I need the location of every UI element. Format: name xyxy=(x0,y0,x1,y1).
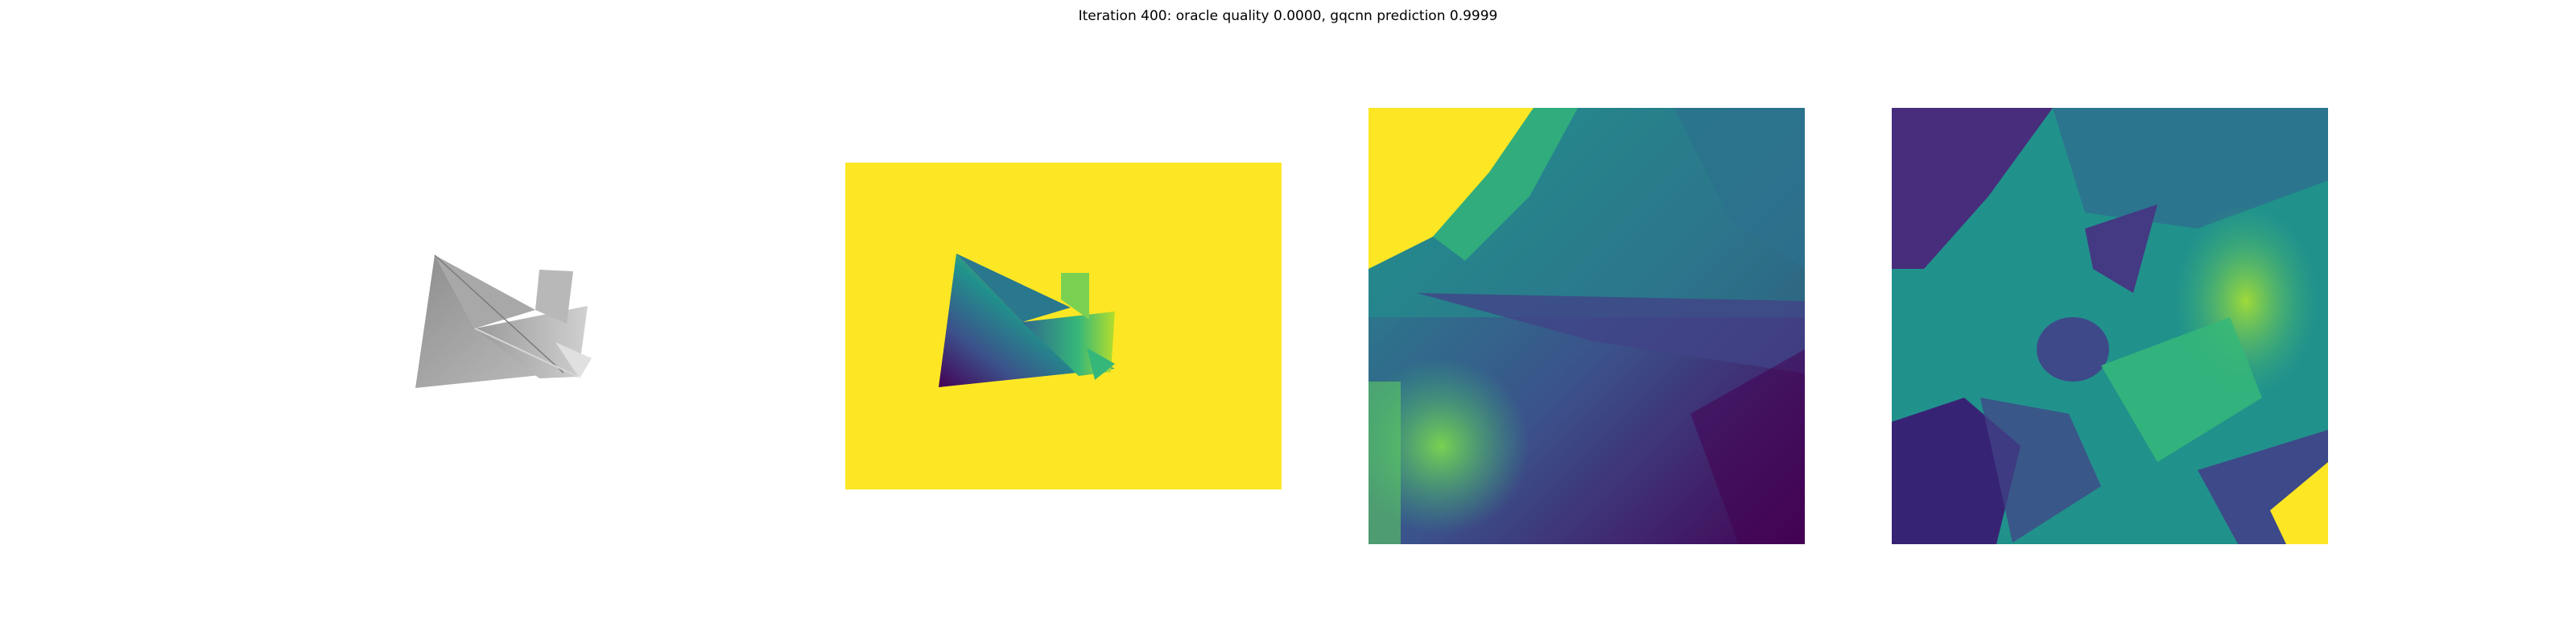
crop2-dark-bottom-left xyxy=(1892,398,2021,544)
rendered-object-image xyxy=(415,254,592,388)
crop1-yellow-corner xyxy=(1368,108,1534,269)
object-face-top xyxy=(435,255,535,328)
depth-crop-2 xyxy=(1892,108,2328,544)
crop2-purple-top-left xyxy=(1892,108,2053,269)
crop2-dark-spot xyxy=(2037,317,2109,382)
depth-crop-1 xyxy=(1368,108,1805,544)
object-face-side xyxy=(475,306,588,378)
depth-object-edge xyxy=(1087,348,1115,380)
crop2-dark-streak xyxy=(2085,204,2157,293)
crop2-yellow-corner xyxy=(2270,462,2328,544)
crop1-dark-band xyxy=(1417,293,1805,374)
object-face-edge xyxy=(555,342,592,378)
figure-title: Iteration 400: oracle quality 0.0000, gq… xyxy=(1078,8,1498,24)
object-face-tab xyxy=(535,270,573,324)
depth-image xyxy=(845,163,1282,489)
depth-object-top xyxy=(956,254,1071,322)
crop1-green-blob xyxy=(1368,357,1530,535)
depth-object-tab xyxy=(1061,273,1089,320)
